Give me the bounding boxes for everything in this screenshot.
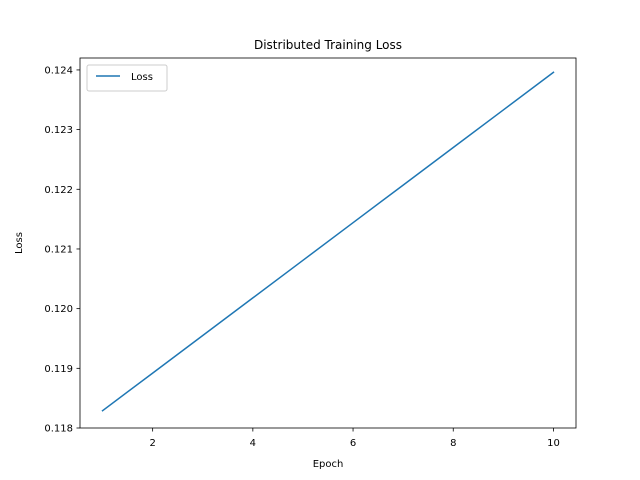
plot-area-frame [79, 57, 577, 429]
x-tick-label: 10 [547, 438, 560, 449]
y-tick-label: 0.118 [44, 424, 73, 435]
y-tick-label: 0.122 [44, 185, 73, 196]
legend-label-loss: Loss [131, 72, 153, 83]
chart-title: Distributed Training Loss [254, 38, 402, 52]
y-tick-label: 0.119 [44, 364, 73, 375]
x-axis-ticks: 2 4 6 8 10 [149, 428, 560, 449]
y-tick-label: 0.124 [44, 66, 73, 77]
y-tick-label: 0.121 [44, 245, 73, 256]
y-axis-ticks: 0.118 0.119 0.120 0.121 0.122 0.123 0.124 [44, 66, 80, 435]
y-tick-label: 0.120 [44, 304, 73, 315]
x-tick-label: 4 [250, 438, 256, 449]
series-group [101, 71, 555, 412]
y-tick-label: 0.123 [44, 125, 73, 136]
y-axis-label: Loss [14, 232, 25, 254]
series-line-loss [101, 71, 555, 412]
x-tick-label: 8 [450, 438, 456, 449]
x-tick-label: 6 [350, 438, 356, 449]
x-tick-label: 2 [149, 438, 155, 449]
x-axis-label: Epoch [313, 459, 344, 470]
legend-box [86, 64, 168, 92]
legend: Loss [86, 64, 168, 92]
